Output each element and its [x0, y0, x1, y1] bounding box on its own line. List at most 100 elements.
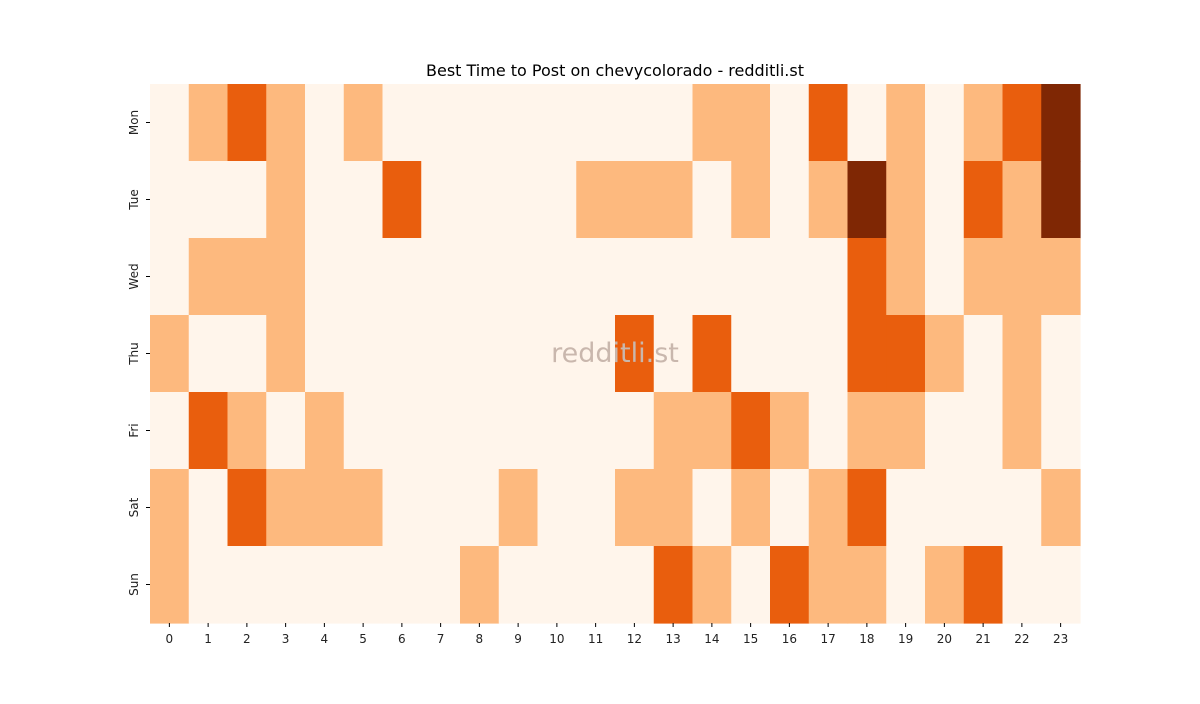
heatmap-cell-sun-8 — [460, 546, 500, 624]
heatmap-cell-mon-22 — [1002, 84, 1042, 162]
x-tick-label-18: 18 — [859, 632, 874, 646]
heatmap-cell-tue-14 — [692, 161, 732, 239]
heatmap-cell-tue-13 — [653, 161, 694, 239]
heatmap-cell-fri-12 — [615, 392, 655, 470]
heatmap-cell-mon-2 — [227, 84, 267, 162]
heatmap-cell-mon-19 — [886, 84, 926, 162]
heatmap-cell-wed-5 — [343, 238, 384, 316]
heatmap-cell-fri-10 — [537, 392, 577, 470]
heatmap-cell-wed-23 — [1041, 238, 1081, 316]
x-tick-label-2: 2 — [243, 632, 251, 646]
heatmap-cell-sun-15 — [731, 546, 771, 624]
heatmap-cell-fri-17 — [808, 392, 849, 470]
heatmap-cell-thu-4 — [305, 315, 345, 393]
heatmap-cell-mon-17 — [808, 84, 849, 162]
heatmap-cell-wed-16 — [770, 238, 810, 316]
heatmap-cell-mon-12 — [615, 84, 655, 162]
heatmap-cell-sun-7 — [421, 546, 461, 624]
heatmap-cell-sat-11 — [576, 469, 616, 547]
x-tick-label-20: 20 — [937, 632, 952, 646]
heatmap-cell-thu-22 — [1002, 315, 1042, 393]
heatmap-cell-thu-12 — [615, 315, 655, 393]
heatmap-cell-sun-4 — [305, 546, 345, 624]
heatmap-cell-sun-17 — [808, 546, 849, 624]
heatmap-cell-fri-20 — [925, 392, 965, 470]
heatmap-cell-tue-2 — [227, 161, 267, 239]
heatmap-cell-mon-6 — [382, 84, 422, 162]
heatmap-cell-mon-9 — [498, 84, 539, 162]
heatmap-cell-fri-23 — [1041, 392, 1081, 470]
heatmap-cell-fri-1 — [188, 392, 229, 470]
heatmap-cell-thu-2 — [227, 315, 267, 393]
x-tick-label-23: 23 — [1053, 632, 1068, 646]
heatmap-cell-sat-9 — [498, 469, 539, 547]
heatmap-cell-mon-15 — [731, 84, 771, 162]
heatmap-cell-sun-5 — [343, 546, 384, 624]
heatmap-cell-fri-9 — [498, 392, 539, 470]
heatmap-cell-wed-6 — [382, 238, 422, 316]
heatmap-cell-tue-9 — [498, 161, 539, 239]
axis-ticks: 0 1 2 3 4 5 6 7 8 9 10 11 12 13 14 15 16 17 18 19 20 21 22 23Mo… — [127, 110, 1068, 646]
heatmap-cell-fri-19 — [886, 392, 926, 470]
heatmap-cell-mon-7 — [421, 84, 461, 162]
heatmap-cell-sun-1 — [188, 546, 229, 624]
heatmap-cell-sat-15 — [731, 469, 771, 547]
heatmap-cell-thu-23 — [1041, 315, 1081, 393]
heatmap-cell-thu-17 — [808, 315, 849, 393]
heatmap-cell-thu-15 — [731, 315, 771, 393]
heatmap-cell-wed-9 — [498, 238, 539, 316]
heatmap-cell-wed-10 — [537, 238, 577, 316]
heatmap-cell-mon-3 — [266, 84, 306, 162]
heatmap-cell-sat-4 — [305, 469, 345, 547]
y-tick-label-sun: Sun — [127, 573, 141, 596]
heatmap-cell-fri-2 — [227, 392, 267, 470]
heatmap-cell-tue-1 — [188, 161, 229, 239]
heatmap-cell-wed-8 — [460, 238, 500, 316]
heatmap-cell-sat-5 — [343, 469, 384, 547]
heatmap-cell-wed-17 — [808, 238, 849, 316]
heatmap-cell-tue-20 — [925, 161, 965, 239]
heatmap-cell-thu-13 — [653, 315, 694, 393]
heatmap-cell-sat-1 — [188, 469, 229, 547]
heatmap-cell-fri-7 — [421, 392, 461, 470]
heatmap-cell-thu-11 — [576, 315, 616, 393]
heatmap-cell-thu-3 — [266, 315, 306, 393]
x-tick-label-13: 13 — [665, 632, 680, 646]
heatmap-cell-thu-10 — [537, 315, 577, 393]
heatmap-cell-sat-7 — [421, 469, 461, 547]
heatmap-cell-thu-19 — [886, 315, 926, 393]
x-tick-label-7: 7 — [437, 632, 445, 646]
heatmap-cell-fri-11 — [576, 392, 616, 470]
heatmap-cell-mon-1 — [188, 84, 229, 162]
heatmap-cell-wed-1 — [188, 238, 229, 316]
y-tick-label-mon: Mon — [127, 110, 141, 135]
heatmap-cell-sun-16 — [770, 546, 810, 624]
heatmap-cell-tue-12 — [615, 161, 655, 239]
heatmap-cell-sat-23 — [1041, 469, 1081, 547]
heatmap-cell-mon-13 — [653, 84, 694, 162]
heatmap-cell-sat-2 — [227, 469, 267, 547]
heatmap-cell-sat-6 — [382, 469, 422, 547]
heatmap-cell-fri-6 — [382, 392, 422, 470]
heatmap-cell-mon-10 — [537, 84, 577, 162]
heatmap-cell-sun-11 — [576, 546, 616, 624]
heatmap-cell-thu-0 — [150, 315, 190, 393]
x-tick-label-22: 22 — [1014, 632, 1029, 646]
x-tick-label-4: 4 — [321, 632, 329, 646]
heatmap-cell-tue-5 — [343, 161, 384, 239]
heatmap-cell-wed-7 — [421, 238, 461, 316]
heatmap-cell-sat-13 — [653, 469, 694, 547]
heatmap-cell-thu-18 — [847, 315, 887, 393]
x-tick-label-16: 16 — [782, 632, 797, 646]
heatmap-cell-tue-21 — [963, 161, 1004, 239]
heatmap-cell-wed-3 — [266, 238, 306, 316]
heatmap-cell-mon-20 — [925, 84, 965, 162]
y-tick-label-thu: Thu — [127, 342, 141, 366]
heatmap-cell-sat-14 — [692, 469, 732, 547]
heatmap-cell-tue-18 — [847, 161, 887, 239]
heatmap-cell-thu-9 — [498, 315, 539, 393]
heatmap-cell-thu-1 — [188, 315, 229, 393]
heatmap-cell-wed-20 — [925, 238, 965, 316]
heatmap-cell-sat-16 — [770, 469, 810, 547]
